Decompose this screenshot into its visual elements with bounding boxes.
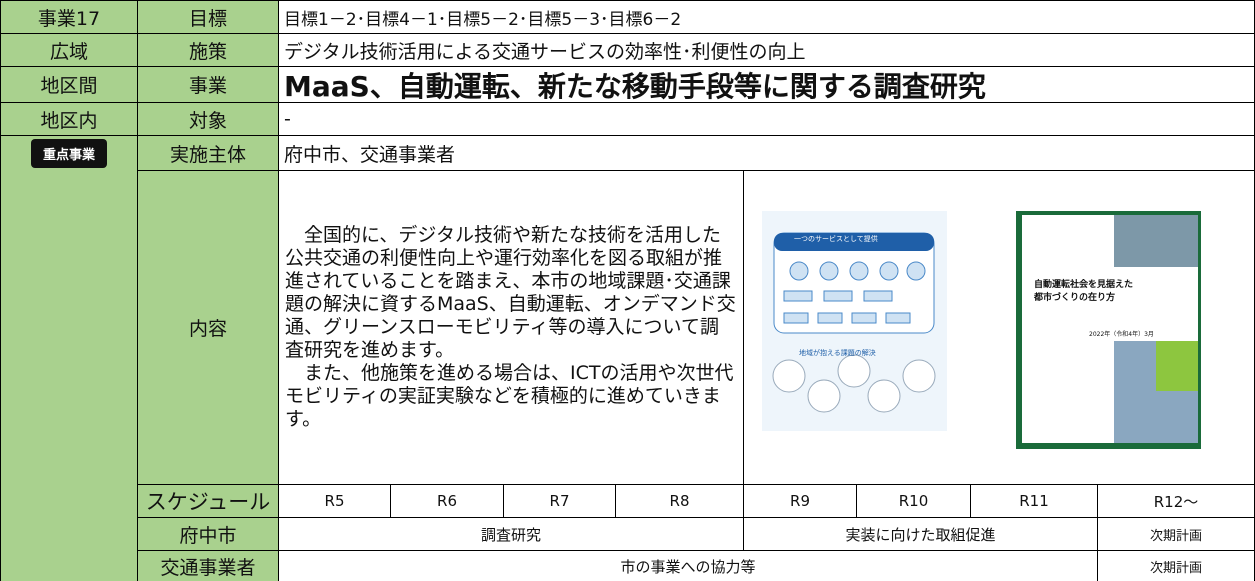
label: 事業 xyxy=(138,67,279,103)
year: R12～ xyxy=(1098,485,1255,518)
year: R8 xyxy=(616,485,744,518)
project-title: MaaS、自動運転、新たな移動手段等に関する調査研究 xyxy=(279,67,1255,103)
photo-bus xyxy=(1114,215,1198,267)
service-head xyxy=(774,233,934,251)
badge-cell: 重点事業 xyxy=(1,136,138,171)
green-block xyxy=(1156,341,1198,391)
paragraph: また、他施策を進める場合は、ICTの活用や次世代モビリティの実証実験などを積極的… xyxy=(285,362,734,430)
year: R10 xyxy=(857,485,971,518)
label: 対象 xyxy=(138,103,279,136)
filler xyxy=(1,171,138,581)
tag: 地区内 xyxy=(1,103,138,136)
year: R11 xyxy=(971,485,1098,518)
figure2-title: 自動運転社会を見据えた都市づくりの在り方 xyxy=(1034,280,1134,303)
label: 実施主体 xyxy=(138,136,279,171)
figure-art xyxy=(762,211,1201,449)
tag: 広域 xyxy=(1,34,138,67)
content-text: 全国的に、デジタル技術や新たな技術を活用した公共交通の利便性向上や運行効率化を図… xyxy=(279,171,744,485)
badge: 重点事業 xyxy=(30,139,107,168)
year: R7 xyxy=(504,485,616,518)
label: 施策 xyxy=(138,34,279,67)
text: デジタル技術活用による交通サービスの効率性･利便性の向上 xyxy=(279,34,1255,67)
label: 府中市 xyxy=(138,518,279,551)
tag: 地区間 xyxy=(1,67,138,103)
text: - xyxy=(279,103,1255,136)
text: 目標1－2･目標4－1･目標5－2･目標5－3･目標6－2 xyxy=(279,1,1255,34)
icons xyxy=(783,261,926,324)
label: 目標 xyxy=(138,1,279,34)
item: 実装に向けた取組促進 xyxy=(744,518,1098,551)
year: R6 xyxy=(391,485,504,518)
figures: 一つのサービスとして提供 地域が抱える課題の解決 自動運転社会を見据えた都市づく… xyxy=(744,171,1255,485)
label: 交通事業者 xyxy=(138,551,279,581)
year: R9 xyxy=(744,485,857,518)
figure1-caption: 地域が抱える課題の解決 xyxy=(799,349,876,357)
item: 調査研究 xyxy=(279,518,744,551)
label: 内容 xyxy=(138,171,279,485)
paragraph: 全国的に、デジタル技術や新たな技術を活用した公共交通の利便性向上や運行効率化を図… xyxy=(285,224,736,361)
figure1-heading: 一つのサービスとして提供 xyxy=(794,235,878,243)
label: スケジュール xyxy=(138,485,279,518)
figure2-date: 2022年（令和4年）3月 xyxy=(1089,331,1154,338)
text: 府中市、交通事業者 xyxy=(279,136,1255,171)
item: 次期計画 xyxy=(1098,551,1255,581)
year: R5 xyxy=(279,485,391,518)
issue-circles xyxy=(772,354,936,413)
item: 次期計画 xyxy=(1098,518,1255,551)
tag: 事業17 xyxy=(1,1,138,34)
item: 市の事業への協力等 xyxy=(279,551,1098,581)
